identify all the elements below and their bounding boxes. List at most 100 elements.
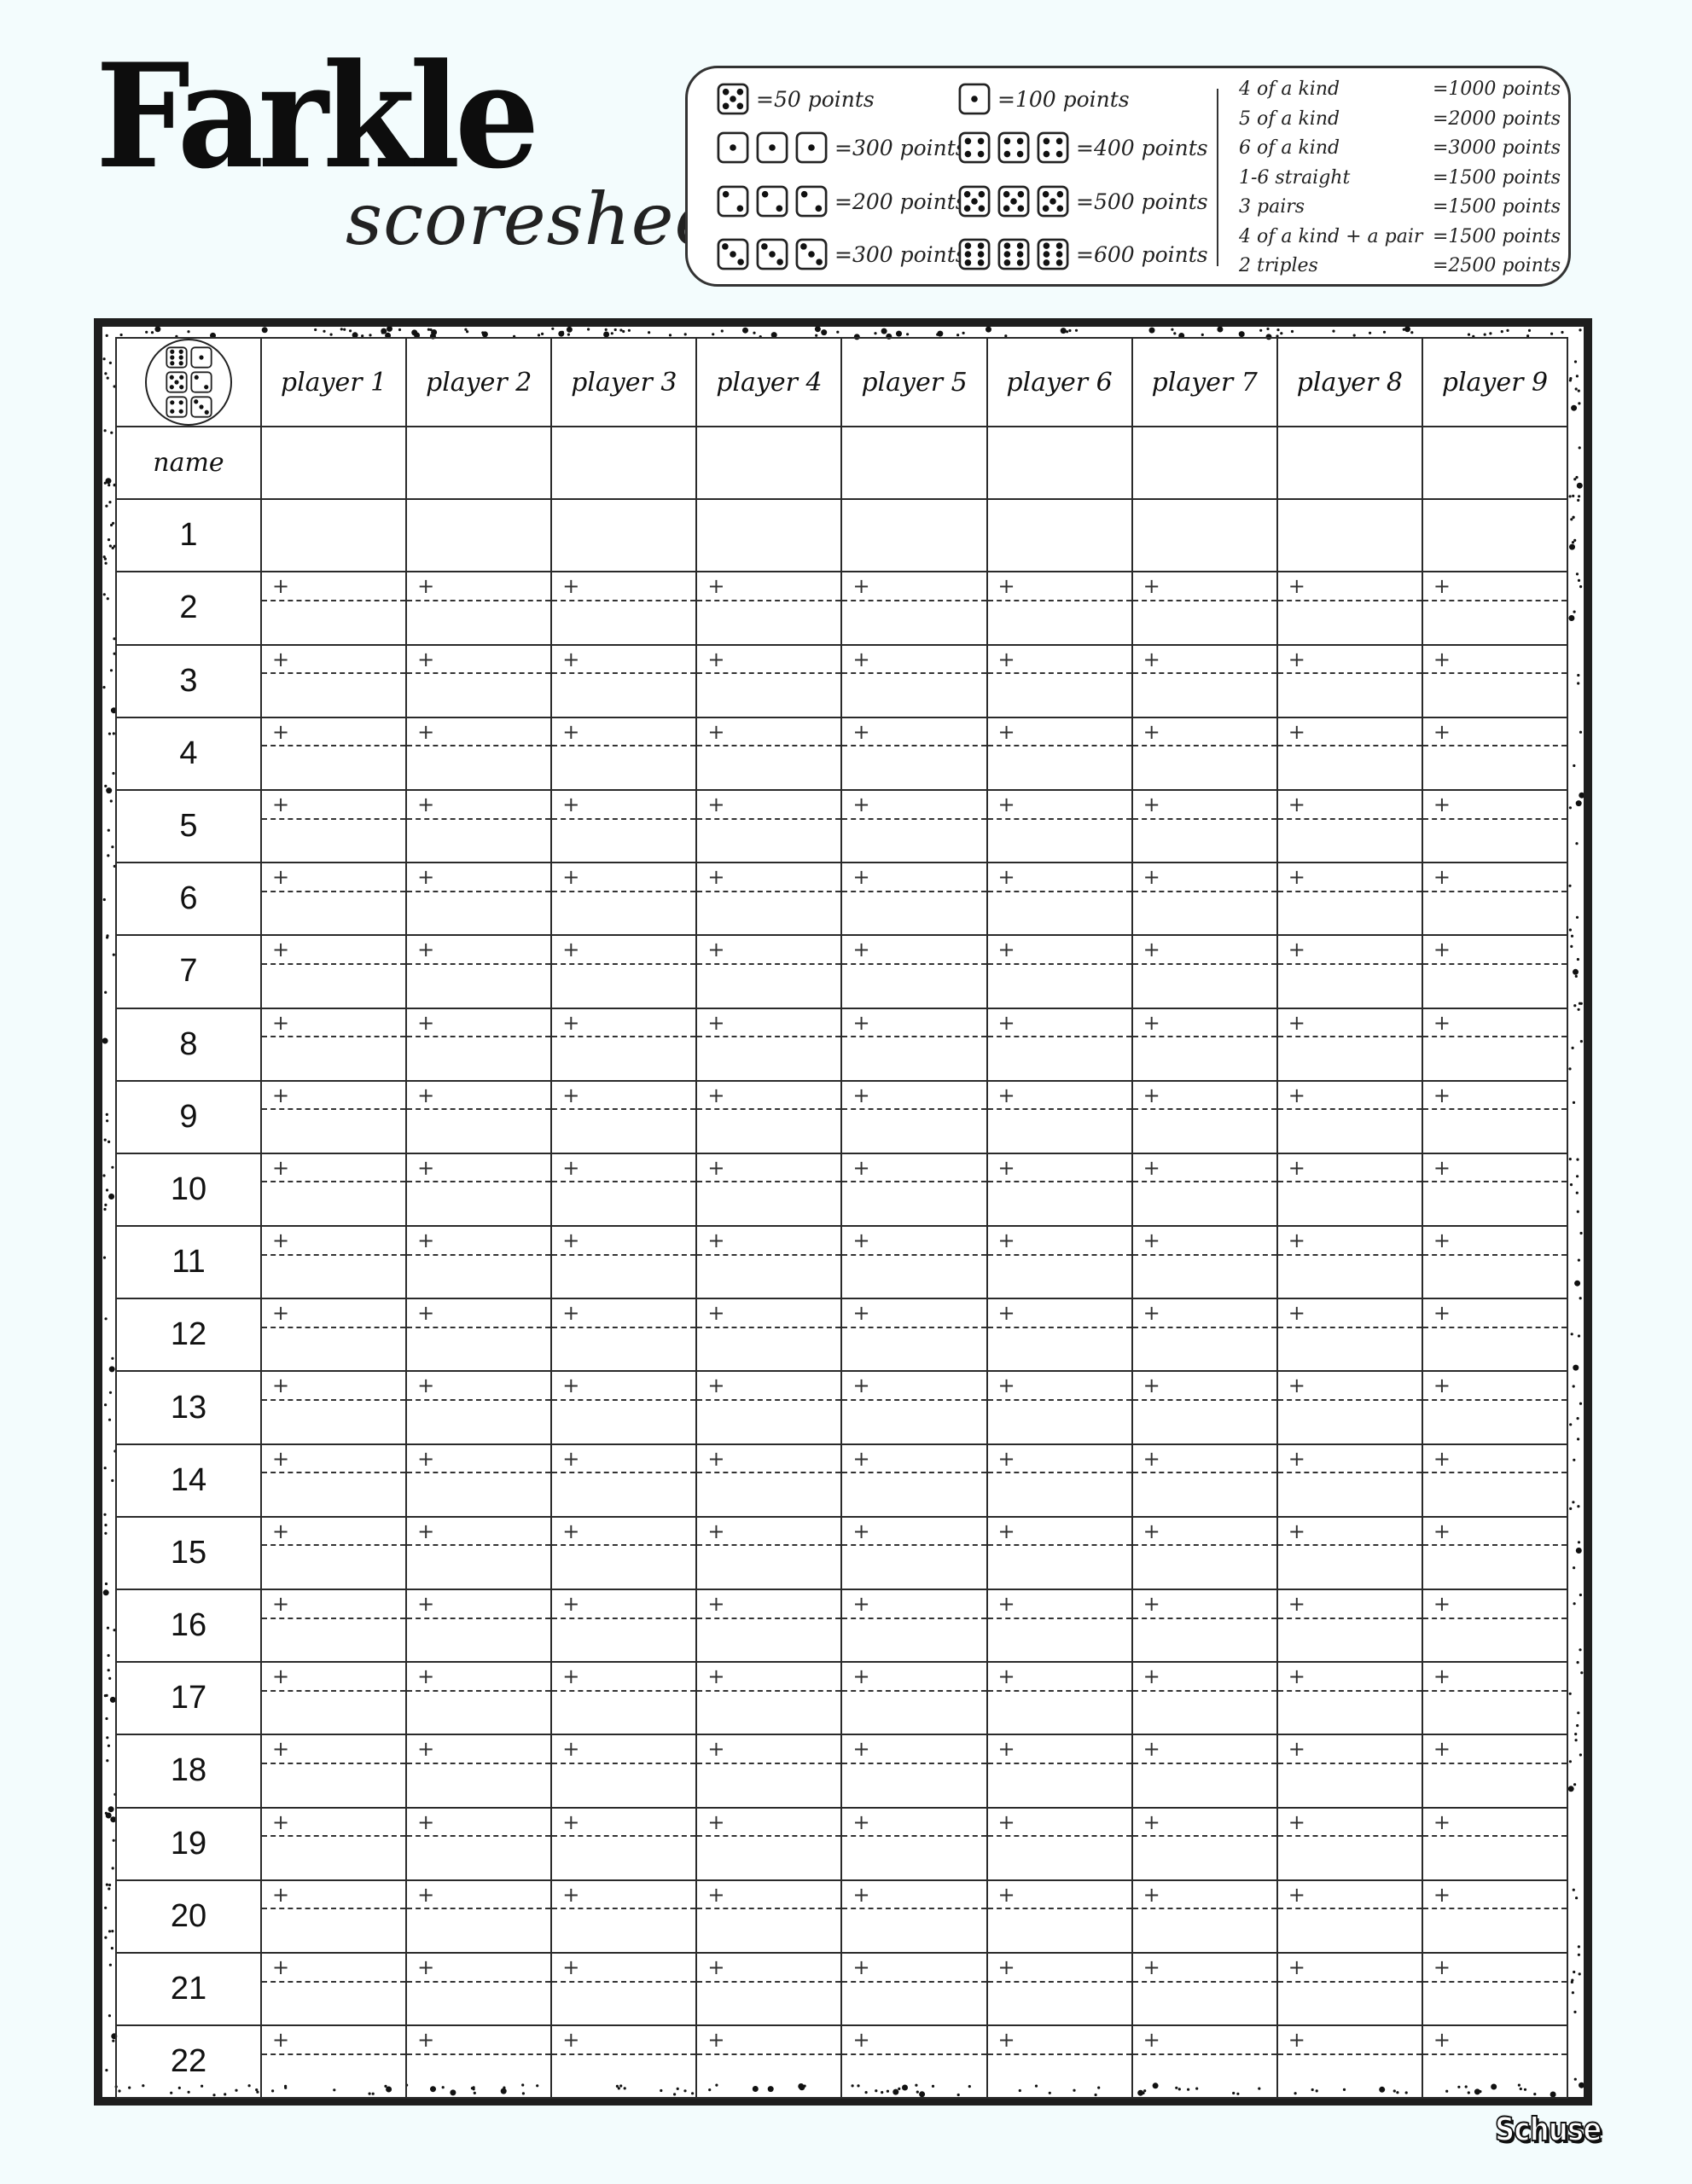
score-cell[interactable]: +	[695, 1152, 843, 1228]
score-cell[interactable]: +	[986, 1079, 1133, 1154]
score-cell[interactable]: +	[550, 1661, 698, 1736]
score-cell[interactable]: +	[695, 788, 843, 864]
score-cell[interactable]	[1421, 498, 1569, 573]
score-cell[interactable]: +	[695, 1007, 843, 1082]
score-cell[interactable]	[840, 498, 988, 573]
score-cell[interactable]: +	[1276, 934, 1423, 1009]
score-cell[interactable]: +	[840, 1225, 988, 1300]
score-cell[interactable]: +	[1421, 934, 1569, 1009]
score-cell[interactable]: +	[259, 1225, 408, 1300]
score-cell[interactable]: +	[1276, 1951, 1423, 2027]
score-cell[interactable]: +	[1276, 1152, 1423, 1228]
score-cell[interactable]	[1131, 498, 1278, 573]
score-cell[interactable]: +	[986, 862, 1133, 937]
score-cell[interactable]: +	[1276, 1879, 1423, 1954]
score-cell[interactable]: +	[840, 1734, 988, 1809]
score-cell[interactable]: +	[1421, 1443, 1569, 1518]
score-cell[interactable]: +	[1276, 1370, 1423, 1445]
score-cell[interactable]: +	[1421, 1370, 1569, 1445]
score-cell[interactable]: +	[986, 1152, 1133, 1228]
score-cell[interactable]: +	[840, 1443, 988, 1518]
score-cell[interactable]: +	[1131, 643, 1278, 718]
score-cell[interactable]: +	[405, 1370, 553, 1445]
score-cell[interactable]: +	[259, 1661, 408, 1736]
player-name-input[interactable]	[840, 425, 988, 501]
score-cell[interactable]: +	[695, 1879, 843, 1954]
score-cell[interactable]: +	[1421, 1225, 1569, 1300]
score-cell[interactable]	[405, 498, 553, 573]
score-cell[interactable]: +	[550, 1951, 698, 2027]
score-cell[interactable]: +	[1131, 1588, 1278, 1664]
score-cell[interactable]: +	[695, 1225, 843, 1300]
player-name-input[interactable]	[1276, 425, 1423, 501]
score-cell[interactable]: +	[550, 1298, 698, 1373]
score-cell[interactable]: +	[1421, 571, 1569, 646]
score-cell[interactable]: +	[695, 716, 843, 791]
score-cell[interactable]: +	[550, 643, 698, 718]
score-cell[interactable]: +	[405, 643, 553, 718]
score-cell[interactable]: +	[840, 2024, 988, 2100]
score-cell[interactable]: +	[695, 571, 843, 646]
score-cell[interactable]: +	[405, 2024, 553, 2100]
score-cell[interactable]: +	[1131, 1443, 1278, 1518]
score-cell[interactable]: +	[695, 1079, 843, 1154]
score-cell[interactable]: +	[1131, 1879, 1278, 1954]
score-cell[interactable]: +	[986, 1661, 1133, 1736]
score-cell[interactable]: +	[405, 1079, 553, 1154]
score-cell[interactable]: +	[1131, 1007, 1278, 1082]
score-cell[interactable]: +	[550, 1370, 698, 1445]
score-cell[interactable]: +	[1131, 1515, 1278, 1591]
score-cell[interactable]: +	[550, 1079, 698, 1154]
score-cell[interactable]: +	[1421, 1661, 1569, 1736]
player-name-input[interactable]	[1131, 425, 1278, 501]
score-cell[interactable]: +	[259, 1443, 408, 1518]
score-cell[interactable]: +	[1421, 643, 1569, 718]
score-cell[interactable]: +	[550, 571, 698, 646]
score-cell[interactable]: +	[840, 1007, 988, 1082]
score-cell[interactable]: +	[405, 1806, 553, 1881]
score-cell[interactable]: +	[259, 1588, 408, 1664]
score-cell[interactable]: +	[840, 1588, 988, 1664]
score-cell[interactable]: +	[1276, 571, 1423, 646]
score-cell[interactable]: +	[405, 788, 553, 864]
score-cell[interactable]: +	[550, 788, 698, 864]
score-cell[interactable]: +	[986, 716, 1133, 791]
score-cell[interactable]: +	[840, 934, 988, 1009]
score-cell[interactable]: +	[550, 1007, 698, 1082]
score-cell[interactable]: +	[1276, 1588, 1423, 1664]
score-cell[interactable]: +	[840, 1298, 988, 1373]
score-cell[interactable]: +	[259, 716, 408, 791]
score-cell[interactable]: +	[1131, 1225, 1278, 1300]
score-cell[interactable]: +	[1131, 788, 1278, 864]
score-cell[interactable]: +	[1131, 1298, 1278, 1373]
score-cell[interactable]: +	[1421, 1879, 1569, 1954]
score-cell[interactable]: +	[695, 643, 843, 718]
score-cell[interactable]: +	[550, 1879, 698, 1954]
score-cell[interactable]: +	[405, 1007, 553, 1082]
score-cell[interactable]: +	[986, 1007, 1133, 1082]
score-cell[interactable]: +	[550, 1515, 698, 1591]
player-name-input[interactable]	[986, 425, 1133, 501]
score-cell[interactable]: +	[1421, 1298, 1569, 1373]
score-cell[interactable]: +	[695, 1806, 843, 1881]
score-cell[interactable]: +	[1131, 1661, 1278, 1736]
score-cell[interactable]: +	[550, 1806, 698, 1881]
score-cell[interactable]: +	[986, 1515, 1133, 1591]
score-cell[interactable]: +	[405, 1588, 553, 1664]
score-cell[interactable]: +	[840, 1370, 988, 1445]
score-cell[interactable]: +	[259, 1152, 408, 1228]
score-cell[interactable]: +	[1131, 571, 1278, 646]
score-cell[interactable]	[986, 498, 1133, 573]
score-cell[interactable]: +	[259, 1951, 408, 2027]
score-cell[interactable]: +	[1276, 1007, 1423, 1082]
score-cell[interactable]: +	[986, 1298, 1133, 1373]
score-cell[interactable]: +	[259, 1879, 408, 1954]
score-cell[interactable]: +	[1131, 2024, 1278, 2100]
score-cell[interactable]: +	[1421, 1588, 1569, 1664]
score-cell[interactable]: +	[986, 1443, 1133, 1518]
score-cell[interactable]: +	[1131, 934, 1278, 1009]
score-cell[interactable]: +	[1131, 1734, 1278, 1809]
score-cell[interactable]: +	[1421, 1806, 1569, 1881]
score-cell[interactable]: +	[986, 2024, 1133, 2100]
score-cell[interactable]: +	[405, 1879, 553, 1954]
